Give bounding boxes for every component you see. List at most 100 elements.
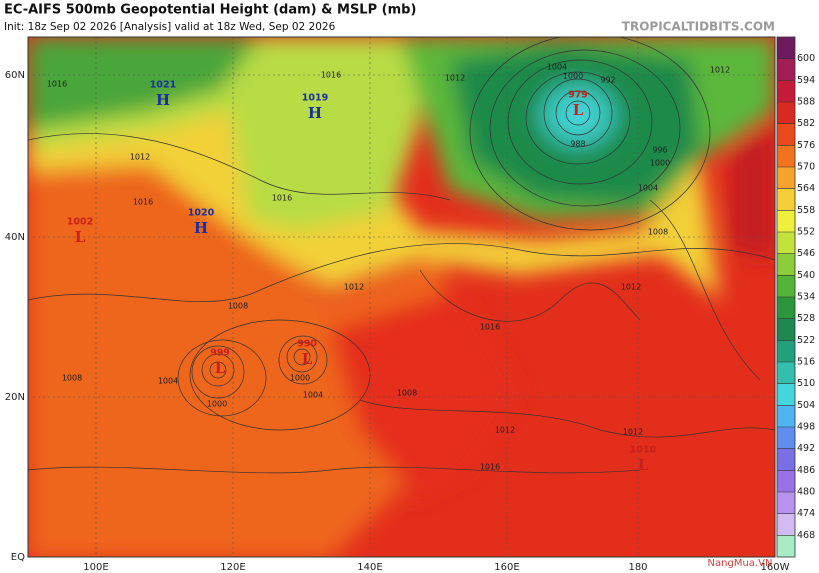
isobar-label: 1012 [495,426,515,435]
colorbar-label: 588 [797,97,815,108]
colorbar-swatch [777,167,795,189]
colorbar-label: 474 [797,508,815,519]
pressure-symbol: L [75,228,86,246]
colorbar-swatch [777,275,795,298]
colorbar-swatch [777,318,795,341]
colorbar-label: 528 [797,313,815,324]
colorbar-label: 570 [797,162,815,173]
longitude-label: 100E [83,562,108,573]
title: EC-AIFS 500mb Geopotential Height (dam) … [4,3,416,18]
colorbar-swatch [777,405,795,428]
subtitle: Init: 18z Sep 02 2026 [Analysis] valid a… [4,21,336,33]
isobar-label: 992 [600,76,615,85]
isobars [28,37,775,474]
isobar-label: 1016 [47,80,67,89]
isobar-label: 1012 [445,74,465,83]
colorbar-swatch [777,145,795,168]
colorbar-swatch [777,297,795,319]
axis-labels: 60N 40N 20N EQ 100E 120E 140E 160E 180 160W [5,70,790,573]
isobar-label: 1016 [272,194,292,203]
colorbar-label: 504 [797,400,815,411]
latitude-label: 20N [5,392,25,403]
colorbar-label: 582 [797,118,815,129]
colorbar: 600 594 588 582 576 570 564 558 552 546 540 534 528 5… [776,36,815,558]
pressure-symbol: L [215,359,226,377]
isobar-label: 1004 [303,391,323,400]
isobar-label: 1012 [621,283,641,292]
colorbar-swatch [777,383,795,406]
pressure-value: 1019 [302,93,328,104]
isobar-label: 1008 [397,389,417,398]
longitude-label: 180 [628,562,647,573]
longitude-label: 120E [220,562,245,573]
colorbar-swatch [777,80,795,103]
colorbar-swatch [777,102,795,124]
pressure-symbol: H [194,219,208,237]
pressure-symbol: L [573,101,584,119]
pressure-value: 999 [210,348,230,359]
watermark: NangMua.VN [708,558,773,569]
colorbar-label: 564 [797,183,815,194]
colorbar-swatch [777,210,795,233]
isobar-label: 1016 [133,198,153,207]
graticule [28,37,775,557]
isobar-label: 1000 [650,159,670,168]
colorbar-swatch [777,123,795,146]
latitude-label: EQ [11,552,25,563]
pressure-value: 979 [568,90,588,101]
longitude-label: 140E [357,562,382,573]
colorbar-swatch [777,58,795,81]
source: TROPICALTIDBITS.COM [622,20,775,34]
longitude-label: 160W [761,562,790,573]
colorbar-swatch [777,37,795,59]
isobar-label: 1000 [290,374,310,383]
colorbar-label: 486 [797,465,815,476]
pressure-symbol: L [638,456,649,474]
colorbar-label: 594 [797,75,815,86]
pressure-value: 1020 [188,208,215,219]
latitude-label: 60N [5,70,25,81]
colorbar-label: 468 [797,530,815,541]
isobar-label: 1016 [480,323,500,332]
colorbar-label: 600 [797,53,815,64]
isobar-label: 1004 [638,184,658,193]
longitude-label: 160E [494,562,519,573]
colorbar-label: 540 [797,270,815,281]
isobar-label: 1000 [207,400,227,409]
colorbar-swatch [777,253,795,276]
isobar-label: 1000 [563,72,583,81]
pressure-symbol: H [308,104,322,122]
colorbar-swatch [777,188,795,211]
pressure-value: 990 [297,339,317,350]
colorbar-label: 510 [797,378,815,389]
isobar-label: 1016 [321,71,341,80]
isobar-label: 1008 [62,374,82,383]
isobar-label: 1012 [710,66,730,75]
colorbar-label: 558 [797,205,815,216]
colorbar-swatch [777,492,795,514]
colorbar-swatch [777,513,795,536]
colorbar-swatch [777,427,795,449]
colorbar-swatch [777,232,795,254]
colorbar-label: 552 [797,227,815,238]
isobar-label: 1004 [547,63,567,72]
colorbar-label: 546 [797,248,815,259]
pressure-symbol: H [156,91,170,109]
colorbar-swatch [777,362,795,384]
isobar-label: 1004 [158,377,178,386]
isobar-label: 1012 [623,428,643,437]
isobar-label: 996 [652,146,667,155]
isobar-label: 1008 [648,228,668,237]
colorbar-swatch [777,448,795,471]
pressure-value: 1010 [630,445,657,456]
colorbar-label: 522 [797,335,815,346]
pressure-value: 1002 [67,217,93,228]
colorbar-label: 516 [797,357,815,368]
colorbar-label: 576 [797,140,815,151]
colorbar-label: 492 [797,443,815,454]
colorbar-label: 534 [797,292,815,303]
